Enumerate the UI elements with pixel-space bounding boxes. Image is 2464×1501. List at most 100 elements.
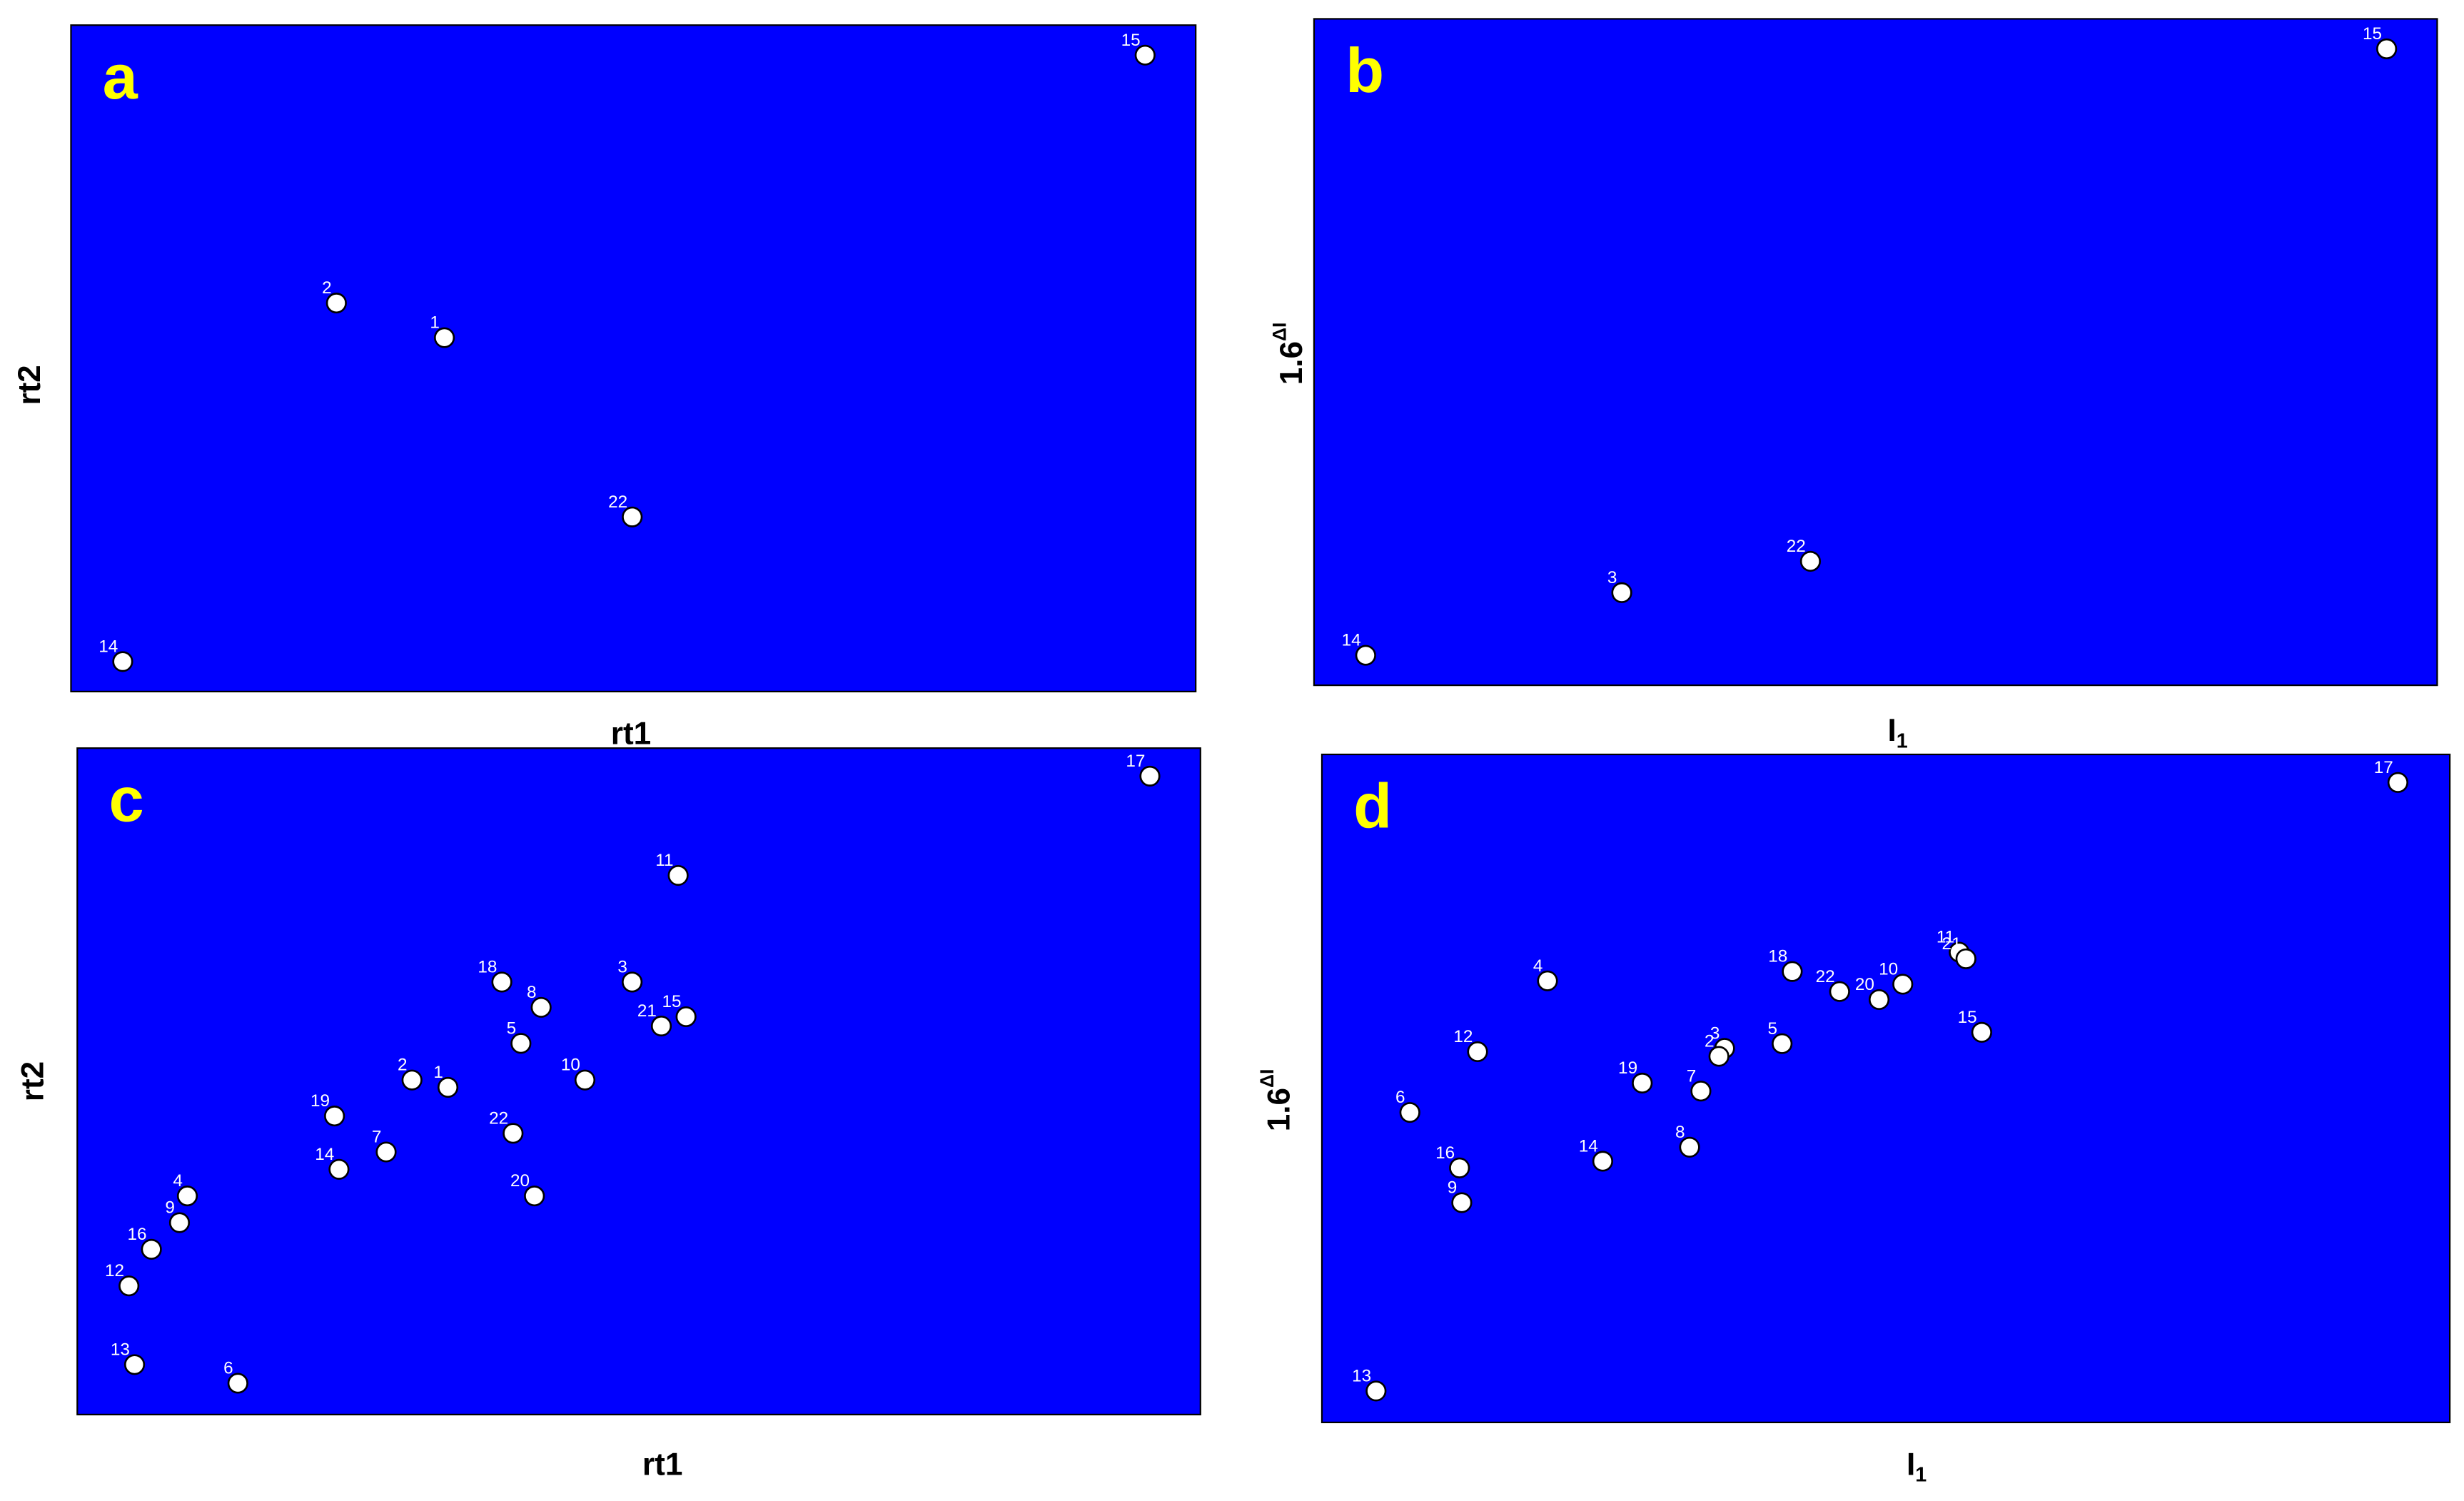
point — [1679, 1136, 1700, 1158]
point — [1134, 44, 1156, 66]
point — [650, 1016, 672, 1037]
x-axis-label-text: rt1 — [642, 1447, 682, 1482]
point — [1690, 1081, 1712, 1102]
point-label: 15 — [1958, 1008, 1977, 1027]
point — [328, 1158, 350, 1180]
plot-area — [70, 24, 1197, 693]
panel: a rt1 rt2 15 2 1 22 14 — [12, 24, 1197, 751]
point-label: 9 — [1448, 1178, 1458, 1198]
point — [1355, 645, 1376, 666]
point — [1799, 550, 1821, 572]
point — [434, 327, 455, 348]
point — [622, 971, 643, 993]
point-label: 15 — [1121, 31, 1141, 50]
point — [1772, 1033, 1793, 1054]
panel-letter: d — [1353, 771, 1392, 842]
point — [176, 1186, 198, 1207]
x-axis-label: rt1 — [611, 716, 651, 751]
point-label: 15 — [662, 992, 681, 1011]
point — [675, 1006, 697, 1028]
point — [667, 864, 689, 886]
panel-letter: a — [103, 41, 138, 112]
x-axis-label-text: rt1 — [611, 716, 651, 751]
point — [1365, 1380, 1387, 1402]
y-axis-label: rt2 — [15, 1061, 50, 1101]
point-label: 19 — [1618, 1058, 1637, 1078]
point-label: 3 — [1710, 1024, 1720, 1043]
x-axis-label-text: I — [1907, 1447, 1915, 1482]
point-label: 1 — [433, 1063, 443, 1082]
point-label: 10 — [561, 1056, 580, 1075]
point-label: 14 — [315, 1145, 334, 1164]
point-label: 21 — [637, 1001, 657, 1021]
point — [1782, 961, 1803, 982]
point-label: 3 — [617, 958, 627, 977]
point — [123, 1354, 146, 1375]
point-label: 4 — [173, 1171, 183, 1191]
point — [118, 1275, 140, 1297]
point-label: 8 — [527, 983, 537, 1002]
point — [401, 1069, 423, 1091]
y-axis-label: rt2 — [12, 365, 47, 405]
y-axis-label-superscript: ΔI — [1256, 1069, 1278, 1088]
point — [168, 1212, 191, 1233]
point-label: 1 — [430, 313, 440, 333]
point — [503, 1123, 524, 1144]
point — [1708, 1046, 1730, 1067]
point — [574, 1069, 596, 1091]
x-axis-label-subscript: 1 — [1897, 729, 1908, 752]
point-label: 9 — [165, 1198, 175, 1218]
point-label: 12 — [1453, 1027, 1473, 1046]
point — [1451, 1192, 1473, 1213]
point — [1955, 948, 1976, 969]
point — [491, 971, 513, 993]
y-axis-label: 1.6ΔI — [1256, 1069, 1296, 1132]
panel: b I1 1.6ΔI 15 3 22 14 — [1268, 18, 2438, 752]
point-label: 19 — [310, 1091, 330, 1111]
point-label: 21 — [1942, 934, 1961, 954]
point — [1537, 970, 1558, 991]
point — [1139, 765, 1161, 787]
point — [2376, 38, 2398, 59]
point — [1971, 1021, 1992, 1043]
point — [1829, 981, 1850, 1002]
point — [325, 293, 347, 314]
point — [622, 506, 643, 527]
point — [1449, 1157, 1470, 1178]
point — [112, 651, 133, 672]
point-label: 12 — [105, 1261, 124, 1280]
point-label: 4 — [1533, 956, 1543, 976]
point-label: 20 — [510, 1171, 530, 1191]
point-label: 22 — [1787, 537, 1806, 556]
point-label: 20 — [1855, 975, 1874, 994]
point-label: 13 — [111, 1340, 130, 1359]
point — [1632, 1072, 1653, 1093]
point — [437, 1076, 459, 1098]
point — [1592, 1151, 1614, 1172]
x-axis-label: I1 — [1907, 1447, 1927, 1486]
plot-area — [1321, 753, 2451, 1423]
point — [530, 996, 552, 1018]
x-axis-label: I1 — [1887, 713, 1907, 752]
point-label: 15 — [2363, 24, 2382, 44]
x-axis-label-text: I — [1887, 713, 1896, 748]
point-label: 7 — [372, 1128, 382, 1147]
point — [1399, 1102, 1420, 1123]
point — [524, 1186, 545, 1207]
plot-area — [76, 747, 1201, 1415]
point-label: 14 — [1342, 631, 1361, 650]
plot-area — [1313, 18, 2438, 687]
point-label: 7 — [1687, 1066, 1697, 1086]
point — [1868, 989, 1890, 1011]
point — [2387, 772, 2409, 793]
point-label: 11 — [655, 851, 673, 870]
point-label: 5 — [507, 1019, 517, 1038]
y-axis-label-superscript: ΔI — [1268, 323, 1290, 341]
point-label: 5 — [1768, 1019, 1778, 1038]
point-label: 2 — [322, 278, 332, 298]
y-axis-label-text: 1.6 — [1274, 341, 1309, 385]
